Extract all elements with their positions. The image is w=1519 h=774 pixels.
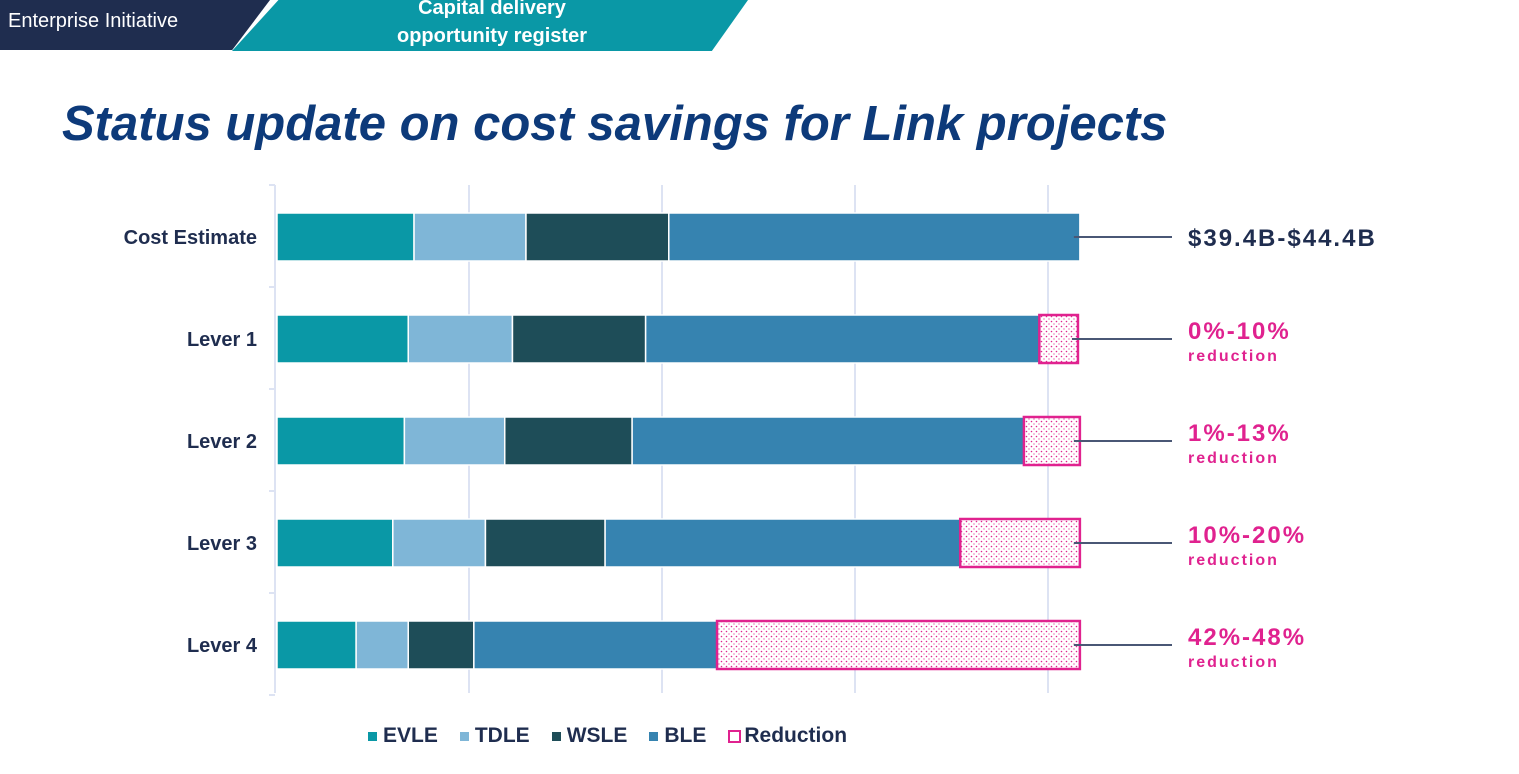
bars: [276, 212, 1082, 671]
bar-evle-lever-4: [276, 620, 357, 670]
legend-item-tdle: TDLE: [459, 724, 530, 748]
annotation-value: 0%-10%: [1188, 318, 1291, 345]
header-register-tab: Capital delivery opportunity register: [232, 0, 748, 51]
legend-label-wsle: WSLE: [566, 724, 628, 747]
bar-tdle-lever-1: [407, 314, 514, 364]
header-register-label: Capital delivery opportunity register: [232, 0, 748, 50]
legend-swatch-wsle: [551, 731, 561, 741]
bar-evle-lever-1: [276, 314, 409, 364]
legend-swatch-tdle: [459, 731, 469, 741]
legend-swatch-ble: [649, 731, 659, 741]
header-register-line2: opportunity register: [396, 25, 587, 47]
bar-tdle-lever-3: [392, 518, 487, 568]
header-initiative-label: Enterprise Initiative: [8, 10, 179, 32]
bar-ble-cost-estimate: [668, 212, 1081, 262]
header-initiative-tab: [0, 0, 270, 50]
category-label: Cost Estimate: [124, 227, 257, 249]
annotation-caption: reduction: [1188, 348, 1279, 365]
category-label: Lever 3: [187, 533, 257, 555]
bar-tdle-lever-4: [355, 620, 409, 670]
category-label: Lever 4: [187, 635, 258, 657]
bar-reduction-lever-2: [1022, 415, 1082, 467]
bar-ble-lever-2: [631, 416, 1025, 466]
category-label: Lever 2: [187, 431, 257, 453]
bar-evle-lever-2: [276, 416, 406, 466]
annotation-value: $39.4B-$44.4B: [1188, 225, 1377, 252]
legend: EVLE TDLE WSLE BLE Reduction: [368, 724, 869, 748]
category-label: Lever 1: [187, 329, 257, 351]
annotation-value: 10%-20%: [1188, 522, 1306, 549]
annotation-value: 1%-13%: [1188, 420, 1291, 447]
bar-tdle-lever-2: [403, 416, 506, 466]
bar-ble-lever-4: [473, 620, 718, 670]
legend-label-reduction: Reduction: [744, 724, 848, 747]
legend-item-wsle: WSLE: [551, 724, 628, 748]
annotations: $39.4B-$44.4B 0%-10% reduction 1%-13% reduct…: [1071, 225, 1377, 671]
page-title: Status update on cost savings for Link p…: [62, 97, 1168, 151]
annotation-caption: reduction: [1188, 552, 1279, 569]
bar-evle-lever-3: [276, 518, 394, 568]
bar-ble-lever-3: [604, 518, 961, 568]
header-register-line1: Capital delivery: [418, 0, 566, 19]
legend-label-evle: EVLE: [383, 724, 438, 747]
legend-item-ble: BLE: [649, 724, 706, 748]
annotation-value: 42%-48%: [1188, 624, 1306, 651]
bar-wsle-lever-1: [511, 314, 647, 364]
legend-item-reduction: Reduction: [728, 724, 847, 748]
bar-reduction-lever-4: [715, 619, 1082, 671]
annotation-caption: reduction: [1188, 450, 1279, 467]
bar-evle-cost-estimate: [276, 212, 415, 262]
bar-wsle-lever-4: [407, 620, 475, 670]
bar-wsle-lever-3: [484, 518, 606, 568]
legend-swatch-reduction: [728, 729, 742, 743]
annotation-caption: reduction: [1188, 654, 1279, 671]
legend-item-evle: EVLE: [368, 724, 438, 748]
bar-reduction-lever-1: [1038, 313, 1080, 365]
bar-reduction-lever-3: [958, 517, 1082, 569]
bar-wsle-lever-2: [503, 416, 633, 466]
y-axis: [269, 184, 276, 696]
bar-wsle-cost-estimate: [525, 212, 670, 262]
legend-label-tdle: TDLE: [474, 724, 530, 747]
legend-swatch-evle: [368, 731, 377, 741]
category-labels: Cost Estimate Lever 1 Lever 2 Lever 3 Lever …: [124, 227, 258, 657]
legend-label-ble: BLE: [664, 724, 707, 747]
bar-ble-lever-1: [644, 314, 1041, 364]
bar-tdle-cost-estimate: [413, 212, 527, 262]
